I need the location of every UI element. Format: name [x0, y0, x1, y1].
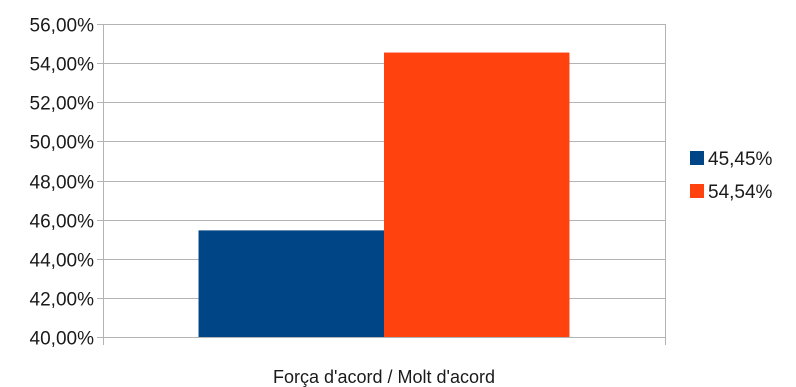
legend-swatch-2: [690, 184, 704, 198]
y-tick-label: 48,00%: [30, 173, 95, 194]
y-tick-label: 56,00%: [30, 16, 95, 37]
x-axis-categories: Força d'acord / Molt d'acord: [273, 367, 495, 387]
legend-swatch-1: [690, 151, 704, 165]
legend-label-2: 54,54%: [708, 182, 773, 203]
legend-label-1: 45,45%: [708, 149, 773, 170]
bar-2: [384, 52, 570, 337]
y-tick-label: 40,00%: [30, 329, 95, 350]
y-tick-label: 52,00%: [30, 94, 95, 115]
y-axis-ticks: 40,00% 42,00% 44,00% 46,00% 48,00% 50,00% 52,0…: [30, 16, 95, 350]
y-tick-label: 42,00%: [30, 290, 95, 311]
bars: [198, 52, 570, 337]
y-tick-label: 50,00%: [30, 133, 95, 154]
legend: 45,45% 54,54%: [690, 149, 773, 203]
bar-1: [198, 230, 384, 337]
axes: [103, 24, 666, 345]
y-tick-label: 46,00%: [30, 212, 95, 233]
x-category-label: Força d'acord / Molt d'acord: [273, 367, 495, 387]
y-tick-label: 54,00%: [30, 55, 95, 76]
y-tick-label: 44,00%: [30, 251, 95, 272]
gridlines: [97, 24, 665, 338]
